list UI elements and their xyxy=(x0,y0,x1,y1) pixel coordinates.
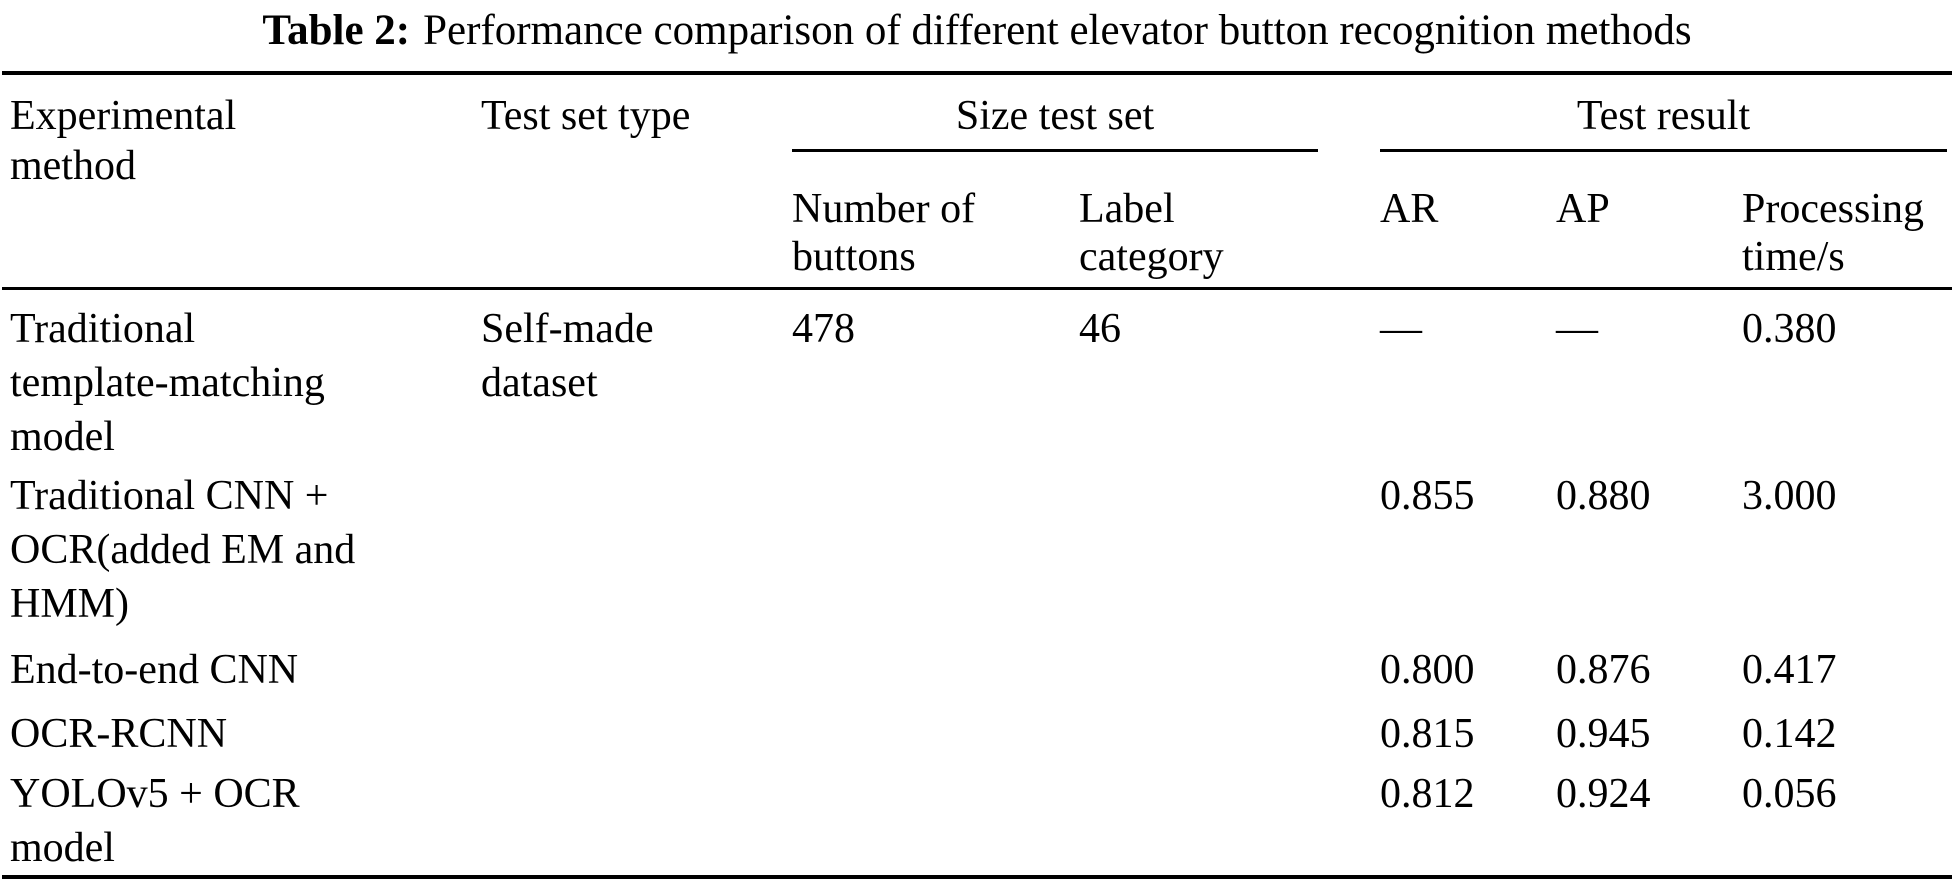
table-header-row-groups: Experimental method Test set type Size t… xyxy=(2,73,1952,189)
cell-number-of-buttons xyxy=(784,761,1071,877)
table-caption-text: Performance comparison of different elev… xyxy=(423,7,1692,54)
cell-ap: 0.945 xyxy=(1556,711,1651,757)
cell-method: OCR-RCNN xyxy=(10,711,228,757)
cell-number-of-buttons xyxy=(784,631,1071,697)
table-row: YOLOv5 + OCR model 0.812 0.924 0.056 xyxy=(2,761,1952,877)
cell-ap: 0.876 xyxy=(1556,647,1651,693)
cell-processing-time: 0.417 xyxy=(1742,647,1837,693)
cell-method: End-to-end CNN xyxy=(10,647,299,693)
group-header-size-test-set: Size test set xyxy=(784,73,1372,152)
cell-test-set-type xyxy=(473,697,784,761)
cell-label-category xyxy=(1071,697,1372,761)
group-header-test-result: Test result xyxy=(1372,73,1952,152)
cell-ap: 0.880 xyxy=(1556,473,1651,519)
cell-label-category xyxy=(1071,761,1372,877)
cell-method: Traditional CNN + OCR(added EM and HMM) xyxy=(10,473,356,627)
cell-label-category: 46 xyxy=(1079,306,1121,352)
table-header: Experimental method Test set type Size t… xyxy=(2,73,1953,289)
cell-number-of-buttons xyxy=(784,464,1071,631)
table-row: End-to-end CNN 0.800 0.876 0.417 xyxy=(2,631,1952,697)
cell-ar: 0.855 xyxy=(1380,473,1475,519)
cell-number-of-buttons xyxy=(784,697,1071,761)
cell-method: Traditional template-matching model xyxy=(10,306,325,460)
cell-processing-time: 0.056 xyxy=(1742,771,1837,817)
table-caption: Table 2: Performance comparison of differ… xyxy=(0,0,1954,56)
cell-ar: 0.812 xyxy=(1380,771,1475,817)
table-body: Traditional template-matching model Self… xyxy=(2,289,1952,878)
table-row: Traditional template-matching model Self… xyxy=(2,289,1952,465)
cell-test-set-type: Self-made dataset xyxy=(481,306,654,406)
cell-processing-time: 3.000 xyxy=(1742,473,1837,519)
column-header-ar: AR xyxy=(1380,186,1439,232)
column-header-ap: AP xyxy=(1556,186,1610,232)
column-header-experimental-method: Experimental method xyxy=(10,93,237,189)
cell-ap: — xyxy=(1556,306,1599,352)
cell-processing-time: 0.142 xyxy=(1742,711,1837,757)
cell-label-category xyxy=(1071,631,1372,697)
cell-test-set-type xyxy=(473,761,784,877)
column-header-test-set-type: Test set type xyxy=(481,93,691,139)
column-header-label-category: Label category xyxy=(1079,186,1224,280)
cell-ar: 0.800 xyxy=(1380,647,1475,693)
column-header-number-of-buttons: Number of buttons xyxy=(792,186,976,280)
table-caption-label: Table 2: xyxy=(262,7,411,54)
cell-test-set-type xyxy=(473,631,784,697)
cell-ar: 0.815 xyxy=(1380,711,1475,757)
cell-ar: — xyxy=(1380,306,1423,352)
column-header-processing-time: Processing time/s xyxy=(1742,186,1925,280)
table-row: OCR-RCNN 0.815 0.945 0.142 xyxy=(2,697,1952,761)
performance-comparison-table: Experimental method Test set type Size t… xyxy=(2,71,1953,879)
cell-ap: 0.924 xyxy=(1556,771,1651,817)
table-row: Traditional CNN + OCR(added EM and HMM) … xyxy=(2,464,1952,631)
cell-method: YOLOv5 + OCR model xyxy=(10,771,300,871)
cell-label-category xyxy=(1071,464,1372,631)
cell-number-of-buttons: 478 xyxy=(792,306,855,352)
cell-processing-time: 0.380 xyxy=(1742,306,1837,352)
cell-test-set-type xyxy=(473,464,784,631)
table-header-row-columns: Number of buttons Label category AR AP P… xyxy=(2,152,1952,289)
